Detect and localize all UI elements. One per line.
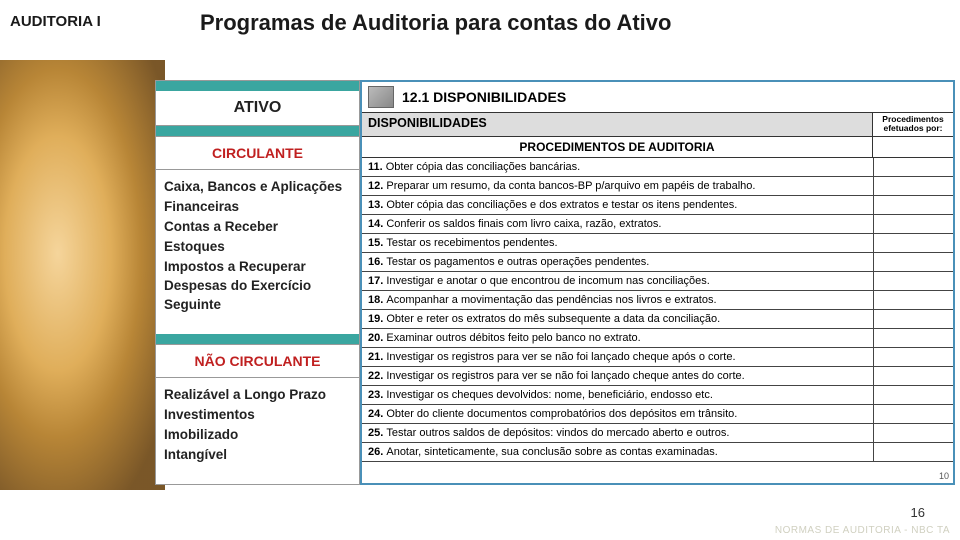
list-item: Caixa, Bancos e Aplicações bbox=[164, 178, 351, 197]
content-row: ATIVO CIRCULANTE Caixa, Bancos e Aplicaç… bbox=[155, 80, 955, 485]
table-row: 22. Investigar os registros para ver se … bbox=[362, 366, 953, 385]
proc-text: 18. Acompanhar a movimentação das pendên… bbox=[362, 290, 873, 309]
list-item: Realizável a Longo Prazo bbox=[164, 386, 351, 405]
proc-signoff-cell bbox=[873, 176, 953, 195]
proc-text: 21. Investigar os registros para ver se … bbox=[362, 347, 873, 366]
circulante-label: CIRCULANTE bbox=[156, 136, 359, 170]
list-item: Despesas do Exercício Seguinte bbox=[164, 277, 351, 315]
table-row: 23. Investigar os cheques devolvidos: no… bbox=[362, 385, 953, 404]
table-row: 21. Investigar os registros para ver se … bbox=[362, 347, 953, 366]
proc-section-title-row: 12.1 DISPONIBILIDADES bbox=[362, 82, 953, 113]
proc-signoff-cell bbox=[873, 309, 953, 328]
teal-bar-top bbox=[156, 81, 359, 91]
proc-text: 11. Obter cópia das conciliações bancári… bbox=[362, 158, 873, 177]
proc-text: 20. Examinar outros débitos feito pelo b… bbox=[362, 328, 873, 347]
list-item: Financeiras bbox=[164, 198, 351, 217]
procedures-panel: 12.1 DISPONIBILIDADES DISPONIBILIDADES P… bbox=[360, 80, 955, 485]
proc-signoff-cell bbox=[873, 233, 953, 252]
proc-text: 16. Testar os pagamentos e outras operaç… bbox=[362, 252, 873, 271]
proc-text: 26. Anotar, sinteticamente, sua conclusã… bbox=[362, 442, 873, 461]
proc-signoff-cell bbox=[873, 423, 953, 442]
proc-text: 23. Investigar os cheques devolvidos: no… bbox=[362, 385, 873, 404]
proc-section-title: 12.1 DISPONIBILIDADES bbox=[402, 89, 566, 105]
table-row: 13. Obter cópia das conciliações e dos e… bbox=[362, 195, 953, 214]
proc-sub-header: PROCEDIMENTOS DE AUDITORIA bbox=[362, 137, 953, 158]
section-icon bbox=[368, 86, 394, 108]
proc-right-header: Procedimentos efetuados por: bbox=[873, 113, 953, 136]
proc-text: 25. Testar outros saldos de depósitos: v… bbox=[362, 423, 873, 442]
teal-bar-2 bbox=[156, 126, 359, 136]
table-row: 15. Testar os recebimentos pendentes. bbox=[362, 233, 953, 252]
disponibilidades-label: DISPONIBILIDADES bbox=[362, 113, 873, 136]
list-item: Contas a Receber bbox=[164, 218, 351, 237]
proc-text: 12. Preparar um resumo, da conta bancos-… bbox=[362, 176, 873, 195]
background-image bbox=[0, 60, 165, 490]
proc-signoff-cell bbox=[873, 214, 953, 233]
list-item: Estoques bbox=[164, 238, 351, 257]
teal-bar-3 bbox=[156, 334, 359, 344]
proc-signoff-cell bbox=[873, 328, 953, 347]
course-label: AUDITORIA I bbox=[0, 5, 160, 38]
proc-signoff-cell bbox=[873, 252, 953, 271]
table-row: 19. Obter e reter os extratos do mês sub… bbox=[362, 309, 953, 328]
page-title: Programas de Auditoria para contas do At… bbox=[160, 5, 960, 36]
proc-text: 14. Conferir os saldos finais com livro … bbox=[362, 214, 873, 233]
table-row: 11. Obter cópia das conciliações bancári… bbox=[362, 158, 953, 177]
table-row: 12. Preparar um resumo, da conta bancos-… bbox=[362, 176, 953, 195]
proc-signoff-cell bbox=[873, 404, 953, 423]
proc-signoff-cell bbox=[873, 347, 953, 366]
proc-text: 19. Obter e reter os extratos do mês sub… bbox=[362, 309, 873, 328]
ativo-panel: ATIVO CIRCULANTE Caixa, Bancos e Aplicaç… bbox=[155, 80, 360, 485]
proc-text: 15. Testar os recebimentos pendentes. bbox=[362, 233, 873, 252]
nao-circulante-list: Realizável a Longo PrazoInvestimentosImo… bbox=[156, 378, 359, 484]
table-row: 18. Acompanhar a movimentação das pendên… bbox=[362, 290, 953, 309]
circulante-list: Caixa, Bancos e AplicaçõesFinanceirasCon… bbox=[156, 170, 359, 334]
proc-signoff-cell bbox=[873, 366, 953, 385]
procedures-table: 11. Obter cópia das conciliações bancári… bbox=[362, 158, 953, 462]
proc-signoff-cell bbox=[873, 290, 953, 309]
proc-signoff-cell bbox=[873, 442, 953, 461]
proc-header-row: DISPONIBILIDADES Procedimentos efetuados… bbox=[362, 113, 953, 137]
proc-sub-header-label: PROCEDIMENTOS DE AUDITORIA bbox=[362, 137, 873, 157]
list-item: Investimentos bbox=[164, 406, 351, 425]
table-row: 20. Examinar outros débitos feito pelo b… bbox=[362, 328, 953, 347]
proc-signoff-cell bbox=[873, 385, 953, 404]
proc-sub-header-right bbox=[873, 137, 953, 157]
table-row: 14. Conferir os saldos finais com livro … bbox=[362, 214, 953, 233]
proc-signoff-cell bbox=[873, 158, 953, 177]
table-row: 16. Testar os pagamentos e outras operaç… bbox=[362, 252, 953, 271]
ativo-header: ATIVO bbox=[156, 91, 359, 126]
proc-text: 17. Investigar e anotar o que encontrou … bbox=[362, 271, 873, 290]
page-number: 16 bbox=[911, 505, 925, 520]
corner-number: 10 bbox=[939, 471, 949, 481]
nao-circulante-label: NÃO CIRCULANTE bbox=[156, 344, 359, 378]
list-item: Imobilizado bbox=[164, 426, 351, 445]
footer-text: NORMAS DE AUDITORIA - NBC TA bbox=[775, 525, 950, 536]
page-header: AUDITORIA I Programas de Auditoria para … bbox=[0, 0, 960, 38]
table-row: 26. Anotar, sinteticamente, sua conclusã… bbox=[362, 442, 953, 461]
table-row: 25. Testar outros saldos de depósitos: v… bbox=[362, 423, 953, 442]
table-row: 24. Obter do cliente documentos comproba… bbox=[362, 404, 953, 423]
list-item: Impostos a Recuperar bbox=[164, 258, 351, 277]
proc-text: 13. Obter cópia das conciliações e dos e… bbox=[362, 195, 873, 214]
proc-text: 22. Investigar os registros para ver se … bbox=[362, 366, 873, 385]
proc-signoff-cell bbox=[873, 271, 953, 290]
table-row: 17. Investigar e anotar o que encontrou … bbox=[362, 271, 953, 290]
proc-text: 24. Obter do cliente documentos comproba… bbox=[362, 404, 873, 423]
list-item: Intangível bbox=[164, 446, 351, 465]
proc-signoff-cell bbox=[873, 195, 953, 214]
